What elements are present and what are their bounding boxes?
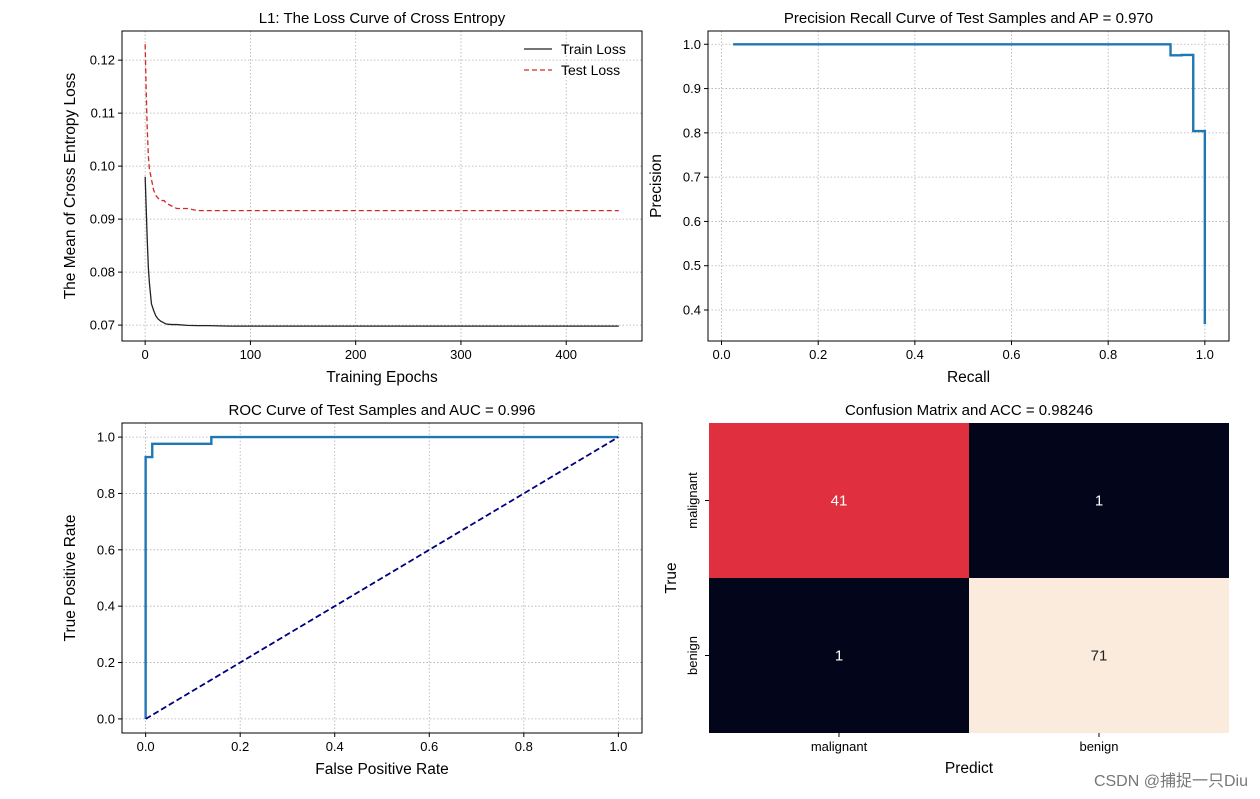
x-axis-label: Recall <box>947 369 990 386</box>
heatmap-cell <box>709 423 969 578</box>
y-tick-label: 0.4 <box>683 303 701 318</box>
x-axis-label: Training Epochs <box>326 369 438 386</box>
cell-value-label: 1 <box>835 648 843 665</box>
chart-title: Precision Recall Curve of Test Samples a… <box>784 10 1153 27</box>
x-tick-label: 0.8 <box>515 739 533 754</box>
y-tick-label: 0.8 <box>97 486 115 501</box>
chart-title: ROC Curve of Test Samples and AUC = 0.99… <box>229 402 536 419</box>
x-tick-label: 1.0 <box>609 739 627 754</box>
y-category-label: malignant <box>685 472 700 529</box>
y-tick-label: 0.6 <box>683 214 701 229</box>
y-tick-label: 0.8 <box>683 125 701 140</box>
y-axis-label: Precision <box>648 154 665 218</box>
x-tick-label: 0.6 <box>1002 347 1020 362</box>
x-tick-label: 0.2 <box>809 347 827 362</box>
y-tick-label: 0.4 <box>97 599 115 614</box>
y-tick-label: 0.09 <box>90 212 115 227</box>
heatmap-cell <box>969 578 1229 733</box>
legend-entry: Test Loss <box>561 62 620 78</box>
y-axis-label: True <box>663 562 680 593</box>
cell-value-label: 71 <box>1091 648 1108 665</box>
chart-pr: 0.0 0.2 0.4 0.6 0.8 1.0 0.4 0.5 0.6 0.7 0.8 0.9 1.0 P… <box>648 10 1230 386</box>
x-tick-label: 1.0 <box>1196 347 1214 362</box>
cell-value-label: 41 <box>831 493 848 510</box>
x-tick-label: 0.6 <box>420 739 438 754</box>
cell-value-label: 1 <box>1095 493 1103 510</box>
x-tick-label: 100 <box>240 347 262 362</box>
x-tick-label: 0.8 <box>1099 347 1117 362</box>
x-tick-label: 0.4 <box>906 347 924 362</box>
y-tick-label: 0.7 <box>683 170 701 185</box>
chart-title: Confusion Matrix and ACC = 0.98246 <box>845 402 1093 419</box>
axes-frame <box>121 30 643 342</box>
y-category-label: benign <box>685 636 700 675</box>
y-tick-label: 0.6 <box>97 542 115 557</box>
x-tick-label: 400 <box>555 347 577 362</box>
x-category-label: benign <box>1079 739 1118 754</box>
x-tick-label: 0.0 <box>712 347 730 362</box>
x-axis-label: Predict <box>945 760 994 777</box>
series-roc-0 <box>144 435 619 719</box>
y-axis-label: True Positive Rate <box>62 515 79 642</box>
x-tick-label: 0 <box>142 347 149 362</box>
axes-frame <box>707 30 1230 342</box>
y-tick-label: 1.0 <box>97 430 115 445</box>
x-tick-label: 0.2 <box>231 739 249 754</box>
x-category-label: malignant <box>811 739 868 754</box>
series-roc-1 <box>145 436 619 720</box>
chart-loss: 0 100 200 300 400 0.07 0.08 0.09 0.10 0.11 0.12 L1:… <box>62 10 643 386</box>
y-tick-label: 0.08 <box>90 265 115 280</box>
watermark: CSDN @捕捉一只Diu <box>1093 773 1248 790</box>
y-tick-label: 0.5 <box>683 258 701 273</box>
x-axis-label: False Positive Rate <box>315 761 449 778</box>
y-tick-label: 0.0 <box>97 711 115 726</box>
heatmap-cell <box>969 423 1229 578</box>
legend-entry: Train Loss <box>561 41 626 57</box>
y-tick-label: 0.07 <box>90 318 115 333</box>
chart-cm: 41 1 1 71 malignant benign malignant benign Conf… <box>663 402 1229 777</box>
x-tick-label: 0.4 <box>326 739 344 754</box>
x-tick-label: 200 <box>345 347 367 362</box>
x-tick-label: 300 <box>450 347 472 362</box>
y-tick-label: 0.2 <box>97 655 115 670</box>
heatmap-cell <box>709 578 969 733</box>
series-loss-1 <box>144 44 619 212</box>
y-tick-label: 0.10 <box>90 159 115 174</box>
series-pr-0 <box>733 43 1207 325</box>
x-tick-label: 0.0 <box>137 739 155 754</box>
y-axis-label: The Mean of Cross Entropy Loss <box>62 72 79 299</box>
chart-title: L1: The Loss Curve of Cross Entropy <box>259 10 506 27</box>
series-loss-0 <box>144 176 619 327</box>
y-tick-label: 0.9 <box>683 81 701 96</box>
chart-roc: 0.0 0.2 0.4 0.6 0.8 1.0 0.0 0.2 0.4 0.6 0.8 1.0 ROC … <box>62 402 643 778</box>
y-tick-label: 1.0 <box>683 37 701 52</box>
y-tick-label: 0.11 <box>91 106 115 121</box>
axes-frame <box>121 422 643 734</box>
y-tick-label: 0.12 <box>90 53 115 68</box>
